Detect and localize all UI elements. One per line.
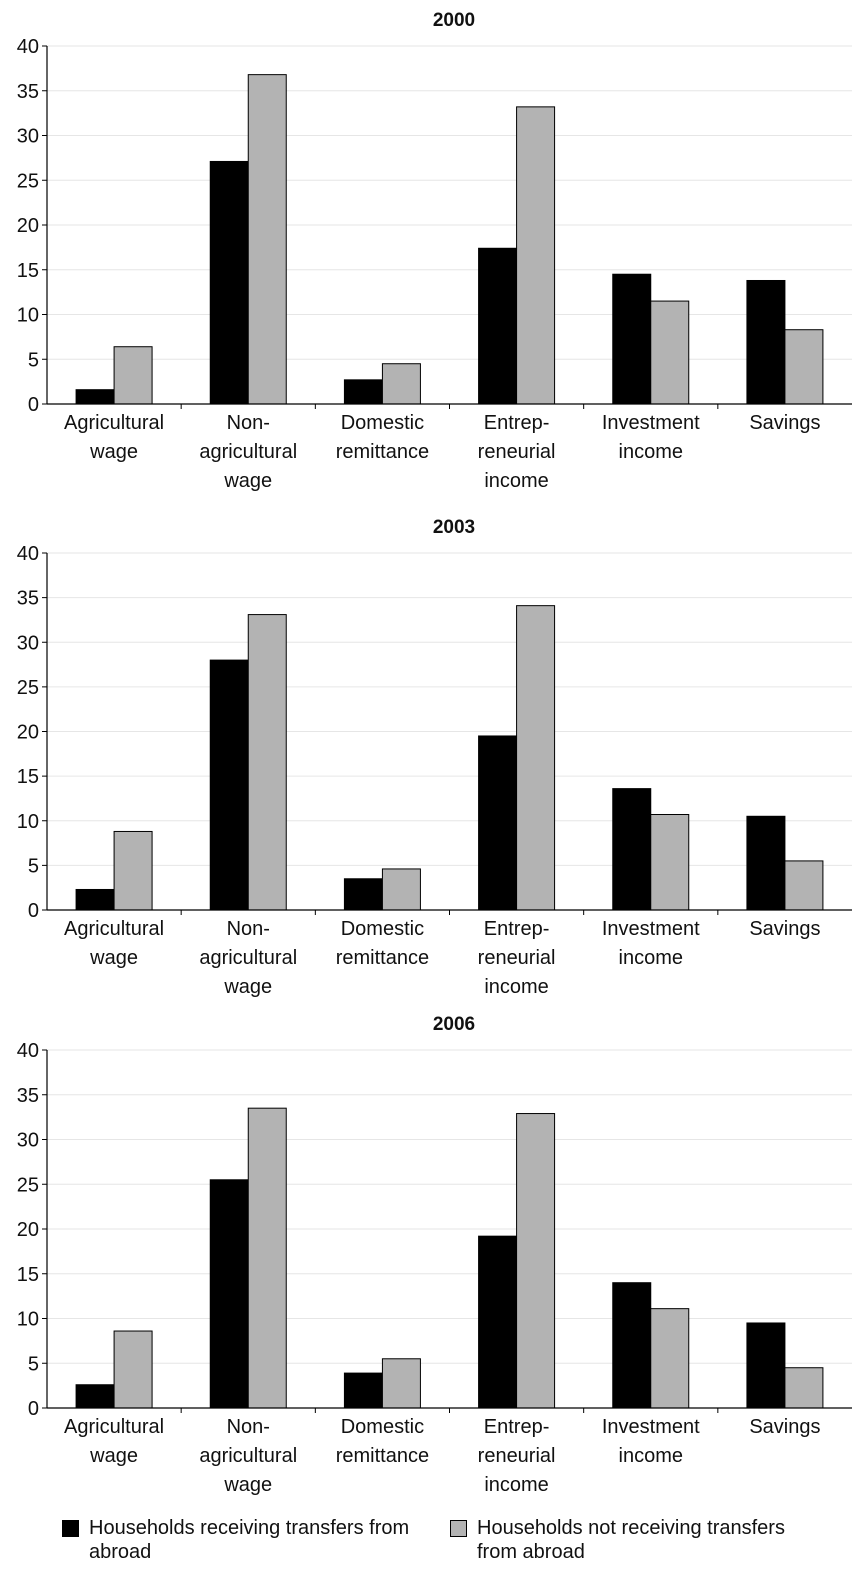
y-tick-label: 35 [17,1085,39,1107]
y-tick-label: 5 [28,1353,39,1375]
x-tick-label: Domestic remittance [336,1416,429,1467]
bar-receiving [209,1179,249,1409]
x-tick-label: Investment income [602,918,700,969]
bar-receiving [478,735,518,911]
y-tick-label: 40 [17,36,39,58]
bar-receiving [746,1322,786,1409]
bar-not-receiving [247,614,287,911]
chart-title-1: 2003 [433,517,475,538]
x-tick-label: Savings [749,918,820,940]
bar-receiving [746,279,786,405]
y-tick-label: 25 [17,170,39,192]
bar-not-receiving [113,346,153,405]
y-tick-label: 20 [17,722,39,744]
x-tick-label: Entrep-reneurial income [478,1416,556,1496]
bar-receiving [612,1282,652,1409]
bar-not-receiving [247,1107,287,1409]
bar-receiving [75,1384,115,1409]
x-tick-label: Domestic remittance [336,412,429,463]
y-tick-label: 5 [28,349,39,371]
y-tick-label: 30 [17,632,39,654]
y-tick-label: 5 [28,855,39,877]
bar-receiving [209,160,249,405]
bar-not-receiving [381,1358,421,1409]
bar-not-receiving [516,106,556,405]
bar-not-receiving [247,74,287,405]
bar-not-receiving [784,329,824,405]
bar-receiving [343,1372,383,1409]
y-tick-label: 20 [17,215,39,237]
x-tick-label: Non-agricultural wage [199,412,297,492]
bar-not-receiving [113,1330,153,1409]
y-tick-label: 10 [17,1309,39,1331]
y-tick-label: 0 [28,1398,39,1420]
y-tick-label: 35 [17,588,39,610]
legend-item-receiving: Households receiving transfers from abro… [62,1516,439,1564]
legend-swatch-receiving [62,1520,79,1537]
y-tick-label: 20 [17,1219,39,1241]
y-tick-label: 30 [17,126,39,148]
legend-swatch-not-receiving [450,1520,467,1537]
x-tick-label: Non-agricultural wage [199,1416,297,1496]
bar-not-receiving [650,300,690,405]
y-tick-label: 35 [17,81,39,103]
y-tick-label: 10 [17,305,39,327]
bar-not-receiving [381,868,421,911]
bar-receiving [75,888,115,911]
bar-receiving [612,788,652,911]
y-tick-label: 15 [17,260,39,282]
x-tick-label: Agricultural wage [64,1416,164,1467]
x-tick-label: Savings [749,1416,820,1438]
bar-receiving [343,379,383,405]
bar-receiving [746,815,786,911]
x-tick-label: Agricultural wage [64,918,164,969]
x-tick-label: Non-agricultural wage [199,918,297,998]
bar-receiving [209,659,249,911]
x-tick-label: Domestic remittance [336,918,429,969]
y-tick-label: 10 [17,811,39,833]
y-tick-label: 25 [17,1174,39,1196]
x-tick-label: Savings [749,412,820,434]
x-tick-label: Investment income [602,412,700,463]
x-tick-label: Entrep-reneurial income [478,918,556,998]
y-tick-label: 40 [17,1040,39,1062]
legend-item-not-receiving: Households not receiving transfers from … [450,1516,827,1564]
bar-receiving [612,273,652,405]
bar-not-receiving [650,1308,690,1409]
bar-not-receiving [381,363,421,405]
x-tick-label: Entrep-reneurial income [478,412,556,492]
bar-not-receiving [784,860,824,911]
chart-title-0: 2000 [433,10,475,31]
y-tick-label: 30 [17,1130,39,1152]
bar-not-receiving [516,1113,556,1409]
bar-receiving [343,878,383,911]
y-tick-label: 0 [28,394,39,416]
bar-not-receiving [113,830,153,911]
legend-label-receiving: Households receiving transfers from abro… [89,1517,410,1563]
y-tick-label: 40 [17,543,39,565]
bar-receiving [75,389,115,405]
legend-label-not-receiving: Households not receiving transfers from … [477,1517,785,1563]
y-tick-label: 15 [17,766,39,788]
y-tick-label: 15 [17,1264,39,1286]
y-tick-label: 25 [17,677,39,699]
bar-not-receiving [516,605,556,911]
bar-not-receiving [784,1367,824,1409]
legend: Households receiving transfers from abro… [0,1516,854,1574]
x-tick-label: Agricultural wage [64,412,164,463]
bar-receiving [478,247,518,405]
y-tick-label: 0 [28,900,39,922]
chart-title-2: 2006 [433,1014,475,1035]
bar-receiving [478,1235,518,1409]
bar-not-receiving [650,814,690,911]
x-tick-label: Investment income [602,1416,700,1467]
